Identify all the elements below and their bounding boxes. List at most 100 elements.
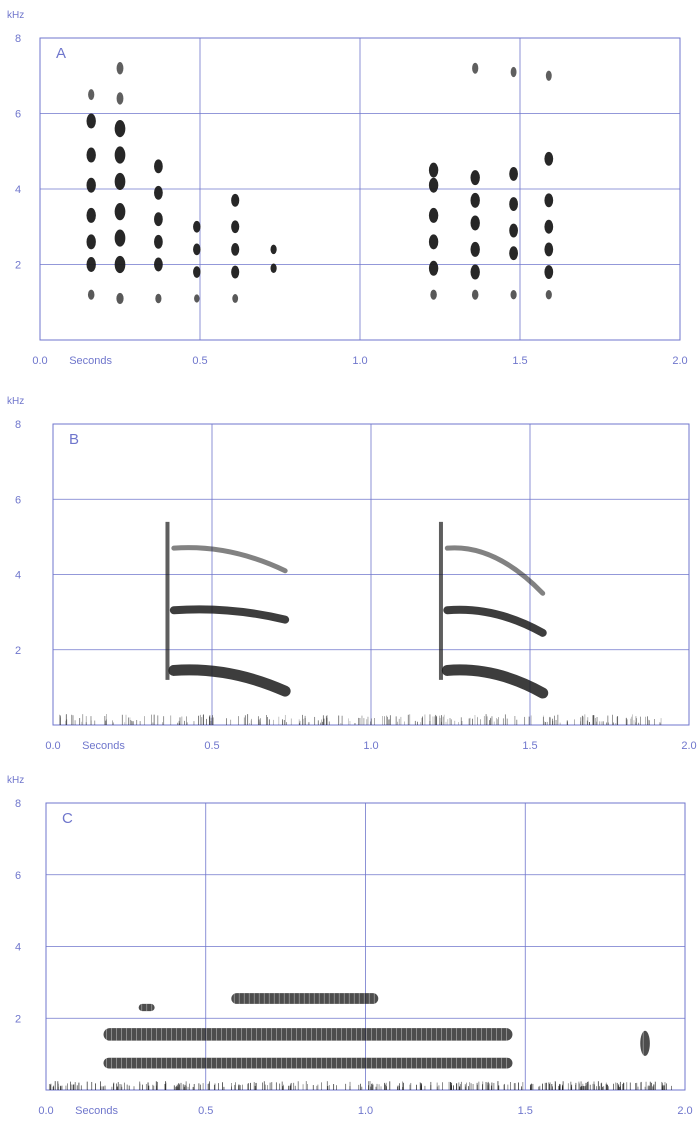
note-harmonic-mark — [428, 177, 439, 193]
note-harmonic-mark — [470, 241, 480, 257]
chart-b-y-tick-label: 4 — [15, 570, 21, 582]
chart-a-x-tick-label: 2.0 — [672, 355, 687, 367]
note-harmonic-mark — [470, 170, 480, 186]
chart-c-x-tick-label: 2.0 — [677, 1105, 692, 1117]
note-harmonic-mark — [509, 246, 518, 261]
chart-b-x-tick-label: 1.5 — [522, 740, 537, 752]
note-harmonic-mark — [154, 212, 163, 227]
syllable-harmonic-band — [168, 664, 291, 697]
note-harmonic-mark — [270, 244, 277, 255]
call-band — [138, 1003, 155, 1012]
chart-c-y-tick-label: 6 — [15, 870, 21, 882]
chart-b-y-tick-label: 8 — [15, 419, 21, 431]
note-harmonic-mark — [114, 203, 126, 221]
chart-b-x-axis-label: Seconds — [82, 740, 125, 752]
chart-c-y-tick-label: 2 — [15, 1013, 21, 1025]
spectrogram-chart-a: kHz 2 4 6 8 A 0.0 0.5 1.0 1.5 2.0 Seconds — [7, 10, 688, 367]
syllable-harmonic-band — [444, 545, 546, 596]
chart-b-x-tick-label: 1.0 — [363, 740, 378, 752]
chart-a-x-tick-label: 0.0 — [32, 355, 47, 367]
chart-b-y-tick-label: 6 — [15, 494, 21, 506]
note-harmonic-mark — [114, 172, 126, 191]
note-harmonic-mark — [428, 207, 439, 223]
note-harmonic-mark — [545, 289, 552, 300]
chart-c-panel-label: C — [62, 810, 73, 827]
note-harmonic-mark — [154, 234, 163, 249]
note-harmonic-mark — [428, 162, 439, 178]
note-harmonic-mark — [544, 219, 554, 234]
note-harmonic-mark — [193, 243, 201, 256]
note-harmonic-mark — [154, 185, 163, 200]
spectrogram-chart-b: kHz 2 4 6 8 B 0.0 0.5 1.0 1.5 2.0 Seconds — [7, 396, 697, 752]
chart-a-y-tick-label: 8 — [15, 33, 21, 45]
note-harmonic-mark — [114, 146, 126, 164]
note-harmonic-mark — [270, 263, 277, 274]
chart-c-spectrogram-marks — [48, 993, 672, 1090]
note-harmonic-mark — [86, 113, 96, 129]
note-harmonic-mark — [155, 293, 162, 304]
note-harmonic-mark — [545, 70, 552, 81]
syllable-harmonic-band — [441, 664, 549, 699]
note-harmonic-mark — [510, 66, 517, 78]
syllable-harmonic-band — [169, 605, 290, 624]
note-harmonic-mark — [509, 166, 518, 181]
chart-a-x-axis-label: Seconds — [69, 355, 112, 367]
syllable-harmonic-band — [171, 545, 288, 574]
note-harmonic-mark — [86, 234, 96, 250]
note-harmonic-mark — [116, 292, 124, 305]
note-harmonic-mark — [232, 294, 239, 303]
chart-a-spectrogram-marks — [86, 61, 554, 305]
chart-c-x-tick-label: 1.0 — [358, 1105, 373, 1117]
call-band — [640, 1030, 650, 1056]
note-harmonic-mark — [231, 193, 240, 207]
note-harmonic-mark — [430, 289, 437, 300]
note-harmonic-mark — [116, 92, 124, 105]
chart-b-spectrogram-marks — [59, 521, 662, 725]
note-harmonic-mark — [231, 243, 240, 256]
chart-c-x-axis-label: Seconds — [75, 1105, 118, 1117]
note-harmonic-mark — [86, 177, 96, 193]
note-harmonic-mark — [86, 207, 96, 223]
chart-a-y-tick-label: 4 — [15, 184, 21, 196]
note-harmonic-mark — [470, 192, 480, 208]
syllable-harmonic-band — [443, 605, 547, 637]
note-harmonic-mark — [194, 294, 200, 303]
note-harmonic-mark — [193, 220, 201, 233]
note-harmonic-mark — [470, 215, 480, 231]
note-harmonic-mark — [231, 220, 240, 234]
chart-b-x-tick-label: 0.0 — [45, 740, 60, 752]
note-harmonic-mark — [86, 147, 96, 163]
chart-b-y-unit: kHz — [7, 396, 24, 407]
note-harmonic-mark — [116, 61, 124, 75]
chart-c-x-tick-label: 1.5 — [518, 1105, 533, 1117]
note-harmonic-mark — [428, 234, 439, 250]
chart-a-x-tick-label: 1.5 — [512, 355, 527, 367]
note-harmonic-mark — [154, 159, 163, 174]
spectrogram-chart-c: kHz 2 4 6 8 C 0.0 0.5 1.0 1.5 2.0 Seconds — [7, 775, 693, 1117]
chart-c-x-tick-label: 0.5 — [198, 1105, 213, 1117]
call-band — [103, 1057, 513, 1069]
note-harmonic-mark — [510, 289, 517, 300]
note-harmonic-mark — [87, 289, 95, 300]
note-harmonic-mark — [509, 223, 518, 238]
note-harmonic-mark — [114, 229, 126, 247]
note-harmonic-mark — [193, 266, 201, 278]
chart-c-y-tick-label: 4 — [15, 942, 21, 954]
note-harmonic-mark — [471, 289, 479, 300]
chart-a-y-tick-label: 2 — [15, 260, 21, 272]
note-harmonic-mark — [231, 265, 240, 279]
note-harmonic-mark — [154, 257, 163, 272]
note-harmonic-mark — [509, 197, 518, 212]
chart-a-x-tick-label: 1.0 — [352, 355, 367, 367]
note-harmonic-mark — [428, 260, 439, 276]
chart-b-y-tick-label: 2 — [15, 645, 21, 657]
chart-a-x-tick-label: 0.5 — [192, 355, 207, 367]
note-harmonic-mark — [544, 265, 554, 279]
chart-a-panel-label: A — [56, 45, 66, 62]
chart-a-y-tick-label: 6 — [15, 109, 21, 121]
note-harmonic-mark — [470, 264, 480, 280]
note-harmonic-mark — [544, 193, 554, 208]
note-harmonic-mark — [114, 255, 126, 274]
chart-c-x-tick-label: 0.0 — [38, 1105, 53, 1117]
chart-b-x-tick-label: 2.0 — [681, 740, 696, 752]
